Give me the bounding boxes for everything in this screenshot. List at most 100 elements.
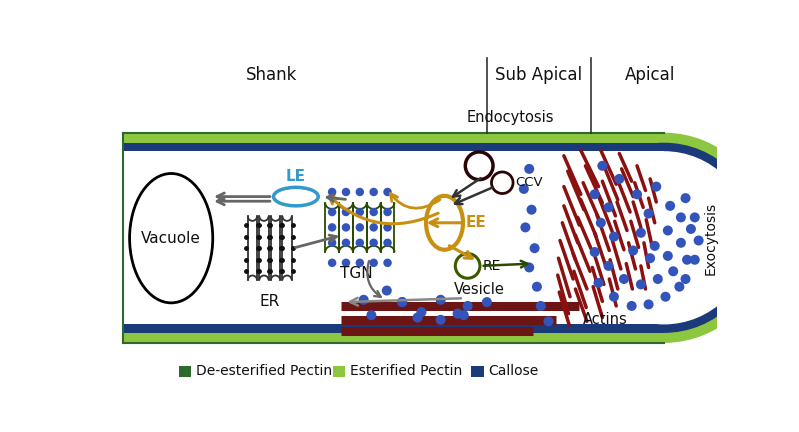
Text: Esterified Pectin: Esterified Pectin [350,364,462,378]
Circle shape [435,315,446,325]
Circle shape [435,295,446,305]
Text: RE: RE [483,259,502,273]
Circle shape [384,259,392,267]
Circle shape [416,307,427,317]
Circle shape [384,223,392,232]
Text: Callose: Callose [488,364,539,378]
Circle shape [384,208,392,216]
Bar [333,366,345,377]
Circle shape [369,259,378,267]
Circle shape [651,181,662,192]
Circle shape [645,253,655,263]
Ellipse shape [426,196,463,250]
Text: Apical: Apical [625,66,675,84]
Circle shape [359,295,368,305]
Text: De-esterified Pectin: De-esterified Pectin [196,364,332,378]
Circle shape [530,243,539,253]
Circle shape [636,228,646,238]
Circle shape [328,238,336,247]
Circle shape [668,266,678,276]
Text: Vacuole: Vacuole [141,231,201,246]
Circle shape [609,232,619,241]
Circle shape [665,201,675,211]
Ellipse shape [273,187,318,206]
Circle shape [455,254,480,278]
Circle shape [342,223,350,232]
Circle shape [524,262,535,273]
Circle shape [603,202,614,213]
Text: Shank: Shank [245,66,297,84]
Circle shape [384,188,392,196]
Circle shape [519,184,529,194]
Circle shape [369,208,378,216]
Circle shape [369,238,378,247]
Circle shape [536,301,546,311]
Circle shape [356,223,364,232]
Circle shape [619,274,629,284]
Circle shape [328,259,336,267]
Circle shape [342,208,350,216]
Circle shape [676,238,686,248]
Circle shape [636,280,646,289]
Circle shape [382,286,392,295]
Circle shape [465,152,493,180]
Ellipse shape [559,133,769,343]
Circle shape [628,245,638,255]
Circle shape [603,261,614,271]
Circle shape [674,282,685,292]
Ellipse shape [578,151,750,324]
Circle shape [397,297,407,307]
Circle shape [632,189,642,199]
Circle shape [342,259,350,267]
Circle shape [369,188,378,196]
Circle shape [384,238,392,247]
Text: EE: EE [466,215,487,230]
Bar [123,143,664,333]
Circle shape [356,208,364,216]
Circle shape [342,188,350,196]
Circle shape [626,301,637,311]
Circle shape [527,205,537,215]
Ellipse shape [129,174,213,303]
Circle shape [690,213,700,222]
Bar [123,151,664,324]
Text: CCV: CCV [515,176,543,189]
Circle shape [491,172,513,194]
Circle shape [367,310,376,320]
Circle shape [614,174,624,184]
Circle shape [661,292,670,302]
Circle shape [681,193,690,203]
Circle shape [369,223,378,232]
Circle shape [676,213,686,222]
Circle shape [356,238,364,247]
Text: Endocytosis: Endocytosis [467,110,554,124]
Circle shape [459,310,469,320]
Circle shape [643,209,654,219]
Circle shape [681,274,690,284]
Circle shape [694,235,704,245]
Bar [179,366,191,377]
Text: Actins: Actins [583,312,628,327]
Bar [123,133,664,343]
Bar [471,366,483,377]
Circle shape [532,282,542,292]
Circle shape [598,161,607,171]
Text: LE: LE [286,169,306,184]
Ellipse shape [569,143,759,333]
Circle shape [653,274,663,284]
Circle shape [690,255,700,265]
Circle shape [596,218,606,228]
Circle shape [328,188,336,196]
Text: ER: ER [260,294,280,309]
Circle shape [682,255,692,265]
Circle shape [663,251,673,261]
Circle shape [482,297,492,307]
Circle shape [686,224,696,234]
Circle shape [356,188,364,196]
Circle shape [524,164,535,174]
Circle shape [397,297,407,307]
Circle shape [609,292,619,302]
Circle shape [412,312,423,323]
Circle shape [663,226,673,235]
Circle shape [342,238,350,247]
